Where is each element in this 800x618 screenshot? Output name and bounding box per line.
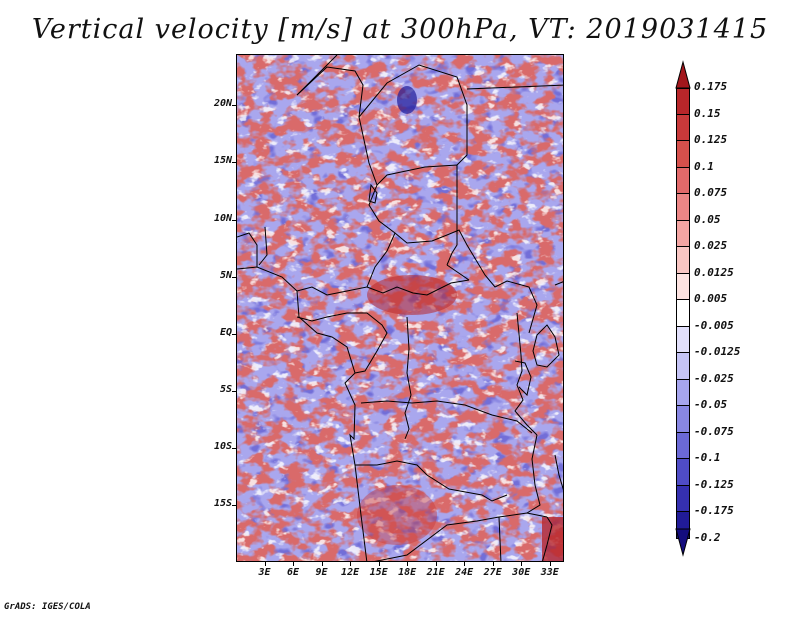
colorbar-segment (676, 406, 690, 433)
lon-tick (549, 562, 551, 566)
strong-updraft-region (367, 275, 457, 315)
lon-tick-label: 27E (483, 567, 502, 578)
colorbar-label: 0.075 (694, 186, 728, 199)
lon-tick-label: 12E (341, 567, 360, 578)
colorbar-label: 0.005 (694, 292, 728, 305)
colorbar-segment (676, 432, 690, 459)
lat-tick (232, 276, 236, 278)
colorbar-label: -0.075 (694, 424, 734, 438)
lat-tick-label: 10S (213, 440, 232, 452)
downdraft-region-north (397, 86, 417, 114)
lon-tick (464, 562, 466, 566)
lat-tick (232, 105, 236, 107)
lat-tick-label: 5S (219, 383, 232, 395)
lat-tick-label: EQ (219, 326, 232, 338)
lat-tick (232, 162, 236, 164)
colorbar-segment (676, 273, 690, 300)
colorbar-label: 0.05 (694, 212, 721, 226)
colorbar-segment (676, 300, 690, 327)
lon-tick-label: 30E (512, 567, 531, 578)
lon-tick-label: 3E (258, 567, 271, 578)
colorbar-label: 0.025 (694, 239, 728, 252)
footer-credit: GrADS: IGES/COLA (4, 602, 91, 612)
lat-tick (232, 333, 236, 335)
colorbar-segment (676, 326, 690, 353)
colorbar-label: 0.0125 (694, 265, 734, 279)
colorbar-label: -0.0125 (694, 345, 741, 358)
lon-tick-label: 15E (369, 567, 388, 578)
colorbar-label: 0.175 (694, 80, 728, 93)
vertical-velocity-map (236, 54, 564, 562)
updraft-region-south (357, 485, 437, 545)
map-field (237, 55, 563, 561)
lon-tick-label: 6E (287, 567, 300, 578)
colorbar-label: -0.05 (694, 398, 728, 411)
colorbar-segment (676, 247, 690, 274)
colorbar-segment (676, 194, 690, 221)
lon-tick-label: 18E (398, 567, 417, 578)
lat-tick-label: 15S (213, 497, 232, 509)
colorbar-segment (676, 141, 690, 168)
lon-tick (492, 562, 494, 566)
lon-tick (264, 562, 266, 566)
lat-tick-label: 10N (213, 212, 232, 224)
lat-tick (232, 504, 236, 506)
colorbar-segment (676, 353, 690, 380)
lon-tick (293, 562, 295, 566)
lat-tick (232, 219, 236, 221)
lon-tick-label: 24E (455, 567, 474, 578)
country-borders (237, 55, 563, 561)
lon-tick (321, 562, 323, 566)
colorbar-label: -0.1 (694, 451, 721, 464)
colorbar-segment (676, 220, 690, 247)
lon-tick (350, 562, 352, 566)
updraft-region-southeast (542, 517, 563, 561)
lat-tick-label: 15N (213, 155, 232, 167)
colorbar-label: 0.1 (694, 159, 714, 173)
lon-tick (435, 562, 437, 566)
colorbar-label: 0.125 (694, 133, 728, 146)
lon-tick (407, 562, 409, 566)
colorbar-label: -0.175 (694, 504, 734, 517)
lon-tick (378, 562, 380, 566)
colorbar-segment (676, 114, 690, 141)
lat-tick-label: 20N (213, 98, 232, 110)
colorbar-label: -0.2 (694, 530, 721, 544)
lon-tick-label: 33E (540, 567, 559, 578)
lon-tick (521, 562, 523, 566)
colorbar-segment (676, 459, 690, 486)
lat-tick (232, 390, 236, 392)
lon-tick-label: 9E (315, 567, 328, 578)
colorbar-segment (676, 167, 690, 194)
colorbar-label: 0.15 (694, 106, 721, 120)
lat-tick (232, 447, 236, 449)
lat-tick-label: 5N (219, 269, 232, 281)
colorbar-label: -0.125 (694, 477, 734, 491)
chart-title: Vertical velocity [m/s] at 300hPa, VT: 2… (31, 14, 769, 45)
lon-tick-label: 21E (426, 567, 445, 578)
colorbar-label: -0.025 (694, 371, 734, 385)
colorbar-label: -0.005 (694, 318, 734, 332)
colorbar-segment (676, 485, 690, 512)
colorbar-segment (676, 379, 690, 406)
